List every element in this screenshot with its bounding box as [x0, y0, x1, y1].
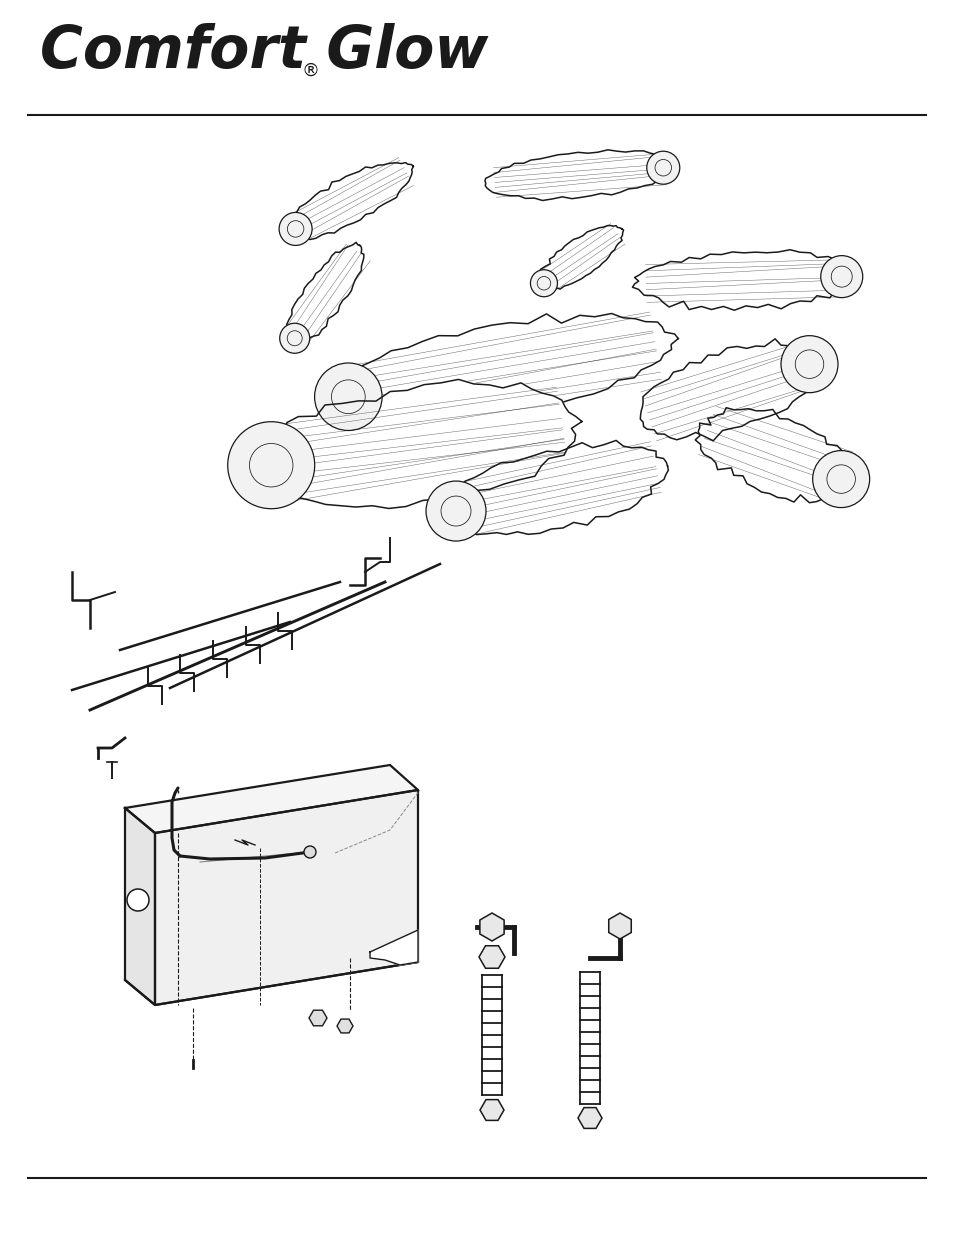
Polygon shape — [125, 808, 154, 1005]
Circle shape — [812, 451, 869, 508]
Polygon shape — [441, 441, 668, 535]
Circle shape — [228, 421, 314, 509]
Circle shape — [127, 889, 149, 911]
Circle shape — [279, 212, 312, 246]
Circle shape — [279, 324, 310, 353]
Circle shape — [304, 846, 315, 858]
Polygon shape — [286, 163, 413, 240]
Polygon shape — [608, 913, 631, 939]
Polygon shape — [325, 314, 678, 427]
Polygon shape — [309, 1010, 327, 1026]
Polygon shape — [537, 226, 623, 291]
Circle shape — [646, 151, 679, 184]
Polygon shape — [249, 379, 581, 509]
Text: ®: ® — [302, 62, 319, 80]
Polygon shape — [370, 930, 417, 965]
Polygon shape — [478, 946, 504, 968]
Polygon shape — [578, 1108, 601, 1129]
Circle shape — [530, 269, 557, 296]
Polygon shape — [336, 1019, 353, 1032]
Polygon shape — [695, 408, 851, 503]
Polygon shape — [484, 149, 675, 200]
Polygon shape — [479, 1099, 503, 1120]
Circle shape — [820, 256, 862, 298]
Polygon shape — [639, 338, 824, 441]
Circle shape — [781, 336, 837, 393]
Circle shape — [426, 482, 485, 541]
Polygon shape — [632, 249, 855, 310]
Polygon shape — [286, 242, 363, 346]
Polygon shape — [479, 913, 503, 941]
Polygon shape — [125, 764, 417, 832]
Text: Comfort Glow: Comfort Glow — [40, 23, 488, 80]
Circle shape — [314, 363, 382, 431]
Polygon shape — [154, 790, 417, 1005]
